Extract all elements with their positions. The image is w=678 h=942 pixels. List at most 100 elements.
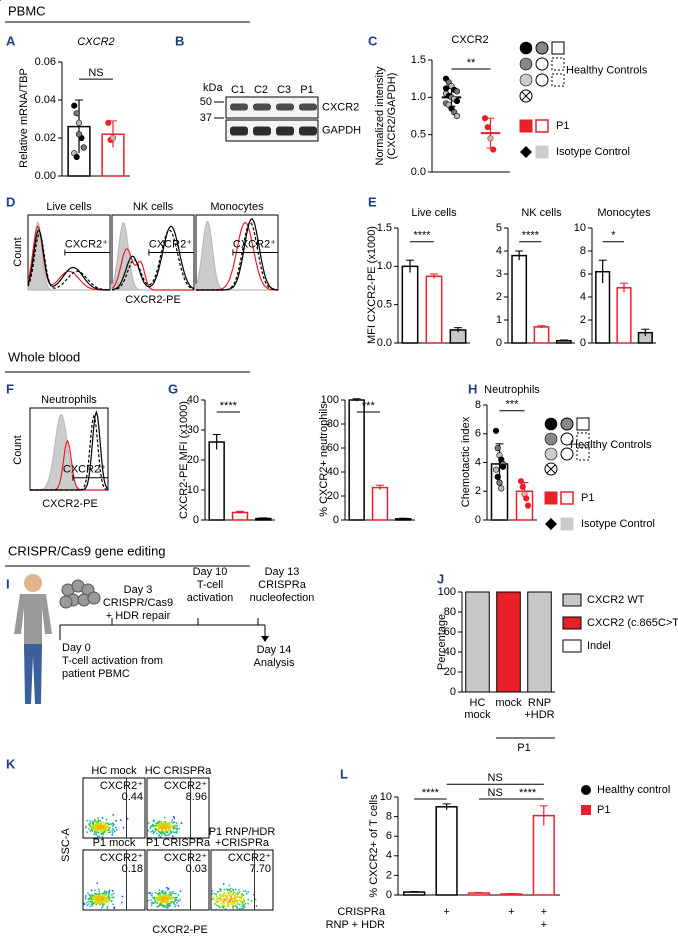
event-dot bbox=[158, 834, 161, 837]
event-dot bbox=[86, 904, 89, 907]
event-dot bbox=[247, 902, 250, 905]
y-tick-label: 0 bbox=[386, 889, 392, 901]
event-dot bbox=[171, 892, 173, 894]
panel-title: CXCR2 bbox=[451, 34, 488, 46]
significance-label: ** bbox=[467, 57, 476, 69]
event-dot bbox=[157, 896, 160, 899]
gate-label: CXCR2⁺ bbox=[233, 238, 276, 250]
event-dot bbox=[111, 822, 114, 825]
event-dot bbox=[101, 835, 104, 838]
timeline-arrowhead bbox=[261, 636, 269, 642]
plot-title: +CRISPRa bbox=[215, 837, 270, 849]
event-dot bbox=[217, 905, 220, 908]
event-dot bbox=[173, 903, 175, 905]
axis-label: Count bbox=[12, 435, 24, 464]
bar bbox=[511, 254, 528, 344]
timeline-text: Analysis bbox=[254, 657, 295, 669]
data-point bbox=[519, 483, 526, 491]
y-tick-label: 0 bbox=[333, 514, 339, 526]
histogram-curve bbox=[30, 414, 109, 491]
significance-label: **** bbox=[413, 230, 431, 242]
y-tick-label: 2 bbox=[475, 485, 481, 497]
event-dot bbox=[92, 897, 95, 900]
event-dot bbox=[111, 896, 114, 899]
event-dot bbox=[91, 829, 93, 832]
event-dot bbox=[219, 890, 222, 893]
event-dot bbox=[228, 900, 231, 903]
blot-band bbox=[230, 103, 248, 111]
marker-label: 37 bbox=[200, 112, 212, 124]
lane-label: C2 bbox=[254, 84, 268, 96]
gate-label: CXCR2⁺ bbox=[100, 852, 143, 864]
panel-letter: K bbox=[6, 756, 16, 771]
plot-title: HC CRISPRa bbox=[145, 765, 213, 777]
histogram-title: Monocytes bbox=[210, 201, 264, 213]
plot-title: HC mock bbox=[91, 765, 137, 777]
y-tick-label: 20 bbox=[327, 490, 339, 502]
event-dot bbox=[158, 899, 161, 901]
event-dot bbox=[95, 828, 97, 831]
event-dot bbox=[108, 827, 111, 829]
legend-text: Indel bbox=[587, 640, 611, 652]
event-dot bbox=[157, 893, 159, 895]
event-dot bbox=[86, 819, 89, 822]
event-dot bbox=[237, 888, 240, 891]
data-point bbox=[453, 97, 461, 105]
event-dot bbox=[234, 904, 237, 907]
event-dot bbox=[152, 820, 155, 823]
data-point bbox=[487, 135, 494, 142]
event-dot bbox=[88, 828, 90, 830]
significance-label: **** bbox=[522, 230, 540, 242]
event-dot bbox=[96, 882, 99, 884]
legend-symbol bbox=[551, 41, 565, 55]
y-tick-label: 0.04 bbox=[35, 94, 56, 106]
event-dot bbox=[154, 899, 157, 902]
event-dot bbox=[229, 891, 232, 894]
event-dot bbox=[162, 829, 165, 832]
event-dot bbox=[243, 900, 246, 902]
event-dot bbox=[101, 826, 104, 829]
event-dot bbox=[84, 898, 87, 900]
y-tick-label: 1.5 bbox=[411, 54, 426, 66]
event-dot bbox=[158, 894, 161, 897]
y-tick-label: 30 bbox=[187, 424, 199, 436]
axis-label: SSC-A bbox=[60, 828, 72, 862]
significance-label: *** bbox=[506, 399, 520, 411]
data-point bbox=[523, 495, 530, 502]
event-dot bbox=[104, 898, 106, 900]
data-point bbox=[453, 112, 461, 120]
y-tick-label: 0.00 bbox=[35, 170, 56, 182]
protein-label: GAPDH bbox=[322, 124, 361, 136]
event-dot bbox=[147, 899, 150, 902]
event-dot bbox=[91, 820, 94, 823]
event-dot bbox=[113, 830, 116, 833]
blot-band bbox=[253, 103, 271, 111]
bar bbox=[435, 806, 458, 896]
y-tick-label: 0.06 bbox=[35, 56, 56, 68]
event-dot bbox=[231, 900, 234, 903]
y-tick-label: 6 bbox=[580, 268, 586, 280]
data-point bbox=[484, 124, 491, 131]
event-dot bbox=[243, 890, 245, 892]
event-dot bbox=[105, 822, 107, 824]
event-dot bbox=[241, 901, 244, 904]
legend-symbol bbox=[544, 432, 558, 446]
event-dot bbox=[156, 832, 158, 835]
axis-label: % CXCR2+ neutrophils bbox=[318, 403, 330, 517]
event-dot bbox=[162, 892, 165, 895]
event-dot bbox=[158, 905, 160, 907]
y-tick-label: 4 bbox=[386, 850, 392, 862]
event-dot bbox=[173, 827, 175, 830]
y-tick-label: 10 bbox=[187, 484, 199, 496]
event-dot bbox=[240, 901, 243, 904]
legend-swatch bbox=[562, 639, 582, 653]
significance-label: **** bbox=[422, 787, 440, 799]
row-mark: + bbox=[541, 906, 547, 918]
timeline-day: Day 13 bbox=[265, 566, 300, 578]
event-dot bbox=[104, 826, 106, 829]
event-dot bbox=[88, 822, 91, 825]
event-dot bbox=[226, 905, 229, 907]
event-dot bbox=[169, 897, 171, 900]
event-dot bbox=[160, 898, 163, 900]
dot-cloud bbox=[0, 0, 124, 910]
